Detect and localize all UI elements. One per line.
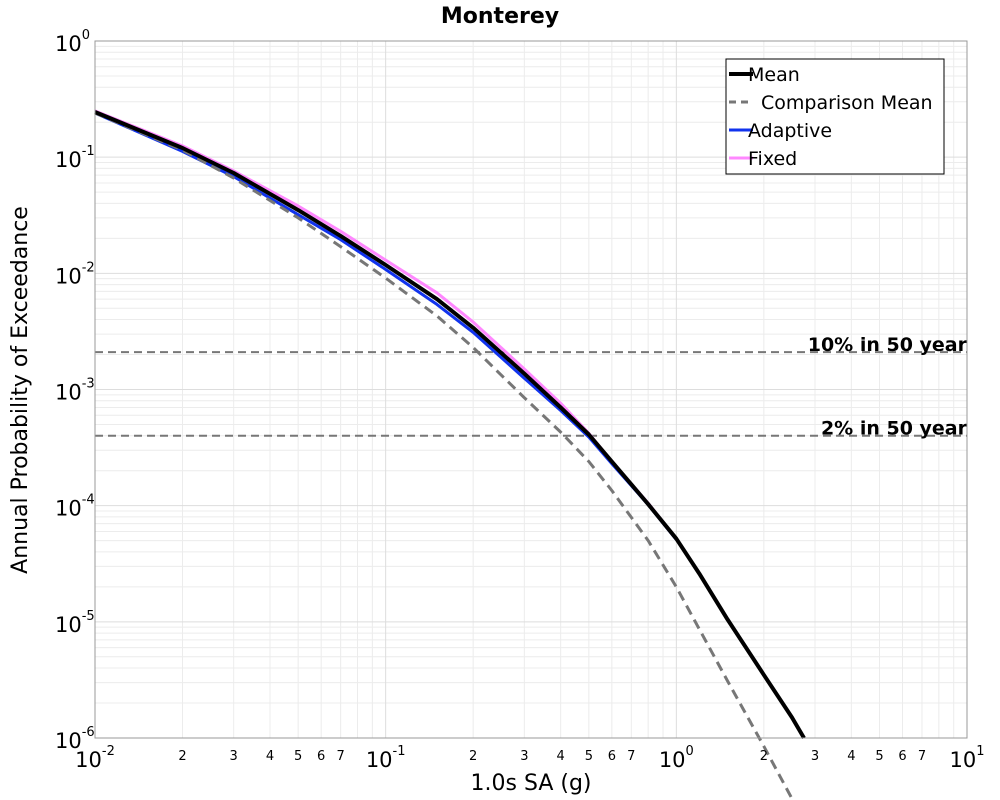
y-tick-label: 10-3 xyxy=(55,377,95,405)
legend-label-adaptive: Adaptive xyxy=(748,120,832,142)
x-tick-label: 100 xyxy=(659,744,694,772)
y-tick-label: 10-1 xyxy=(55,144,95,172)
x-tick-label: 10-2 xyxy=(75,744,115,772)
x-minor-tick-label: 6 xyxy=(317,749,325,764)
x-minor-tick-label: 3 xyxy=(230,749,238,764)
x-minor-tick-label: 5 xyxy=(585,749,593,764)
x-minor-tick-label: 7 xyxy=(337,749,345,764)
x-minor-tick-label: 6 xyxy=(608,749,616,764)
x-minor-tick-label: 4 xyxy=(847,749,855,764)
series-line-comparison-mean xyxy=(94,111,794,800)
y-axis-label: Annual Probability of Exceedance xyxy=(8,206,33,574)
legend-label-fixed: Fixed xyxy=(748,148,797,170)
x-minor-tick-label: 2 xyxy=(760,749,768,764)
plot-frame xyxy=(94,40,968,739)
reference-line-label-0: 10% in 50 year xyxy=(808,334,968,356)
x-minor-tick-label: 6 xyxy=(898,749,906,764)
legend-box xyxy=(725,58,945,175)
x-minor-tick-label: 2 xyxy=(178,749,186,764)
legend: Mean Comparison Mean Adaptive Fixed xyxy=(725,58,945,175)
x-minor-tick-label: 4 xyxy=(557,749,565,764)
x-minor-tick-label: 4 xyxy=(266,749,274,764)
y-tick-label: 10-6 xyxy=(55,725,95,753)
y-tick-label: 100 xyxy=(55,28,90,56)
x-minor-tick-label: 7 xyxy=(627,749,635,764)
x-minor-tick-label: 3 xyxy=(520,749,528,764)
x-tick-label: 101 xyxy=(949,744,984,772)
reference-line-label-1: 2% in 50 year xyxy=(821,418,968,440)
series-line-mean xyxy=(94,110,806,740)
legend-label-comparison-mean: Comparison Mean xyxy=(761,92,933,114)
y-axis-ticks: 100 10-1 10-2 10-3 10-4 10-5 10-6 xyxy=(55,28,95,753)
x-minor-tick-label: 5 xyxy=(294,749,302,764)
legend-label-mean: Mean xyxy=(748,64,800,86)
x-minor-tick-label: 3 xyxy=(811,749,819,764)
x-minor-tick-label: 5 xyxy=(875,749,883,764)
chart-title: Monterey xyxy=(441,4,559,29)
x-minor-tick-label: 2 xyxy=(469,749,477,764)
y-tick-label: 10-5 xyxy=(55,609,95,637)
y-tick-label: 10-2 xyxy=(55,260,95,288)
x-axis-label: 1.0s SA (g) xyxy=(471,771,592,796)
x-tick-label: 10-1 xyxy=(366,744,406,772)
y-tick-label: 10-4 xyxy=(55,493,95,521)
x-minor-tick-label: 7 xyxy=(918,749,926,764)
series-lines xyxy=(94,109,806,800)
reference-lines: 10% in 50 year 2% in 50 year xyxy=(95,334,968,440)
